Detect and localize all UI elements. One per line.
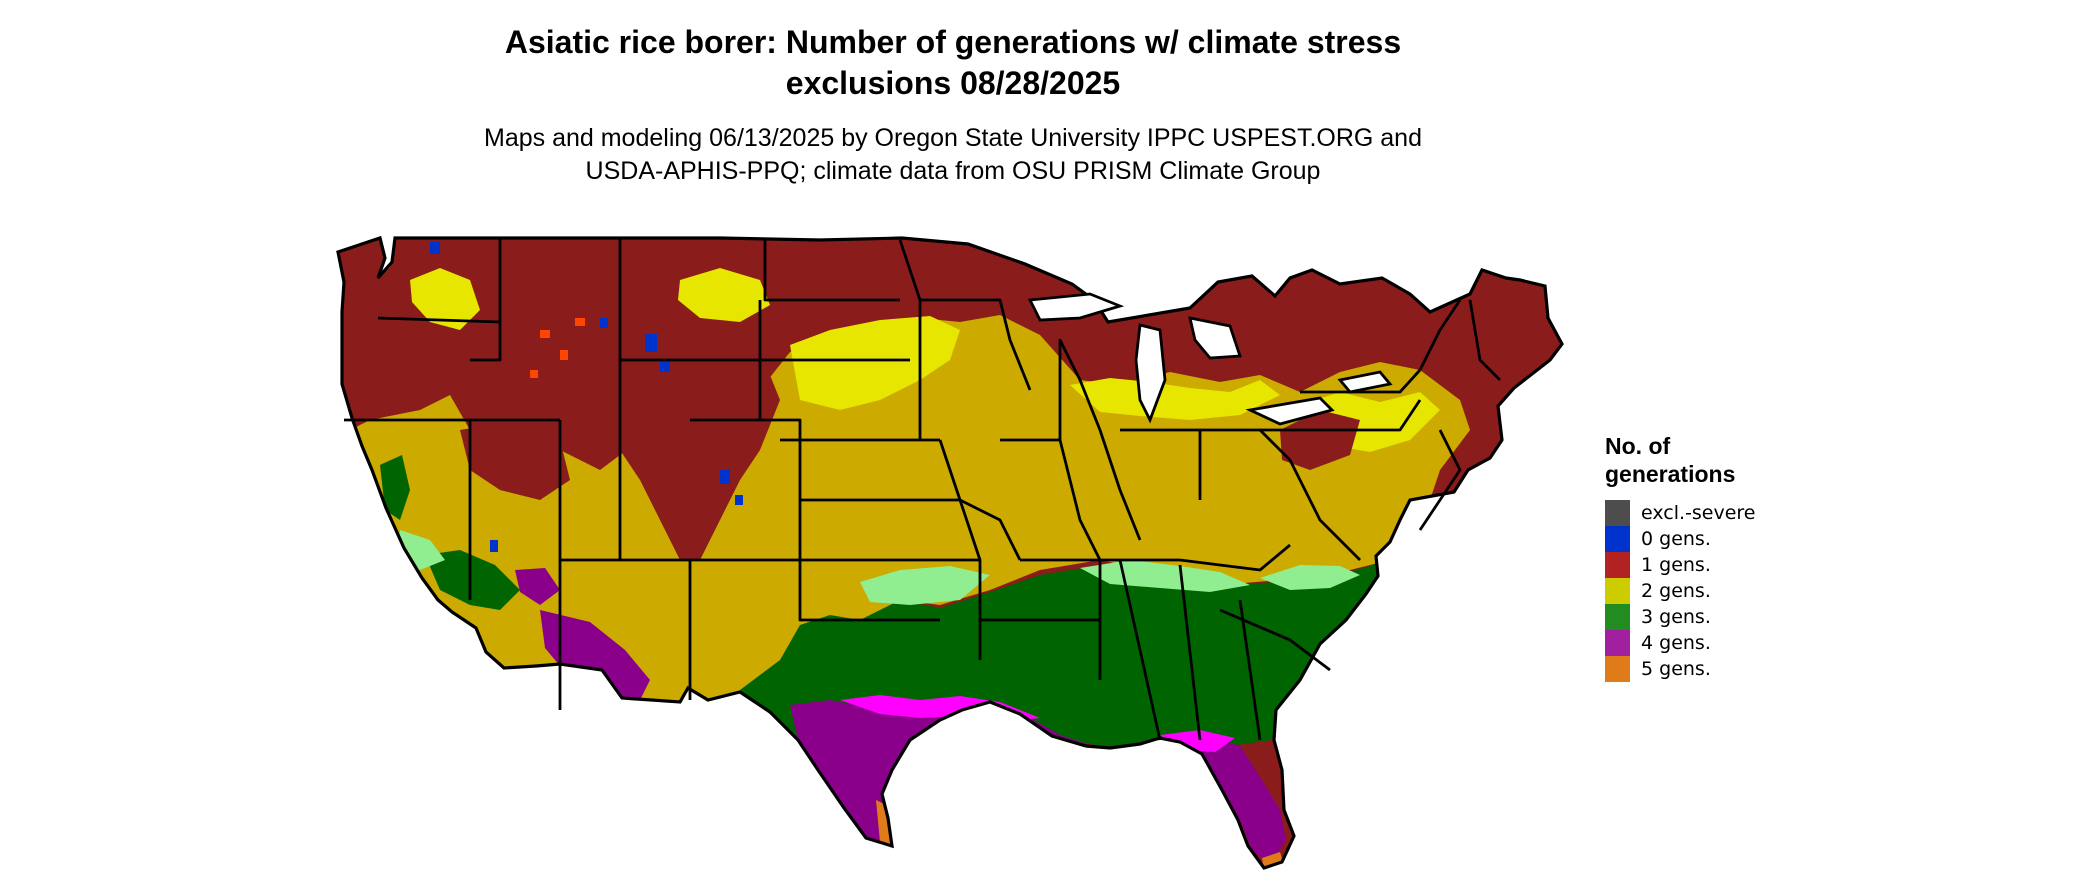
subtitle-line-2: USDA-APHIS-PPQ; climate data from OSU PR… bbox=[585, 157, 1321, 185]
legend-swatch bbox=[1605, 552, 1630, 578]
legend-item: 2 gens. bbox=[1605, 578, 1756, 604]
title-line-2: exclusions 08/28/2025 bbox=[785, 65, 1121, 101]
legend-label: 3 gens. bbox=[1641, 606, 1711, 628]
zone-3-gen-light bbox=[1260, 565, 1360, 590]
zone-excluded bbox=[530, 318, 585, 378]
legend-title: No. of generations bbox=[1605, 432, 1756, 488]
subtitle-line-1: Maps and modeling 06/13/2025 by Oregon S… bbox=[484, 124, 1422, 152]
legend-item: 0 gens. bbox=[1605, 526, 1756, 552]
legend-swatch bbox=[1605, 630, 1630, 656]
zone-3-gen-light bbox=[860, 566, 990, 605]
zone-2-gen-bright bbox=[678, 268, 770, 322]
legend-swatch bbox=[1605, 604, 1630, 630]
zone-0-gen bbox=[430, 242, 743, 552]
zone-3-gen-west bbox=[380, 455, 410, 520]
legend-items: excl.-severe 0 gens. 1 gens. 2 gens. 3 gens.… bbox=[1605, 500, 1756, 682]
zone-2-gen-bright bbox=[1070, 378, 1280, 420]
zone-4-gen bbox=[1180, 738, 1286, 865]
us-generations-map bbox=[330, 228, 1570, 888]
legend-swatch bbox=[1605, 656, 1630, 682]
legend-label: 2 gens. bbox=[1641, 580, 1711, 602]
title-line-1: Asiatic rice borer: Number of generation… bbox=[504, 24, 1402, 60]
legend: No. of generations excl.-severe 0 gens. 1 … bbox=[1605, 432, 1756, 682]
legend-label: 0 gens. bbox=[1641, 528, 1711, 550]
zone-1-gen-mountain bbox=[1280, 410, 1360, 470]
zone-1-gen-mountain bbox=[600, 335, 780, 560]
legend-label: 1 gens. bbox=[1641, 554, 1711, 576]
legend-title-line-1: No. of bbox=[1605, 433, 1671, 459]
legend-swatch bbox=[1605, 500, 1630, 526]
map-title: Asiatic rice borer: Number of generation… bbox=[0, 22, 1906, 104]
legend-item: excl.-severe bbox=[1605, 500, 1756, 526]
legend-swatch bbox=[1605, 578, 1630, 604]
zone-4-gen bbox=[540, 610, 650, 700]
zone-3-gen-west bbox=[425, 550, 520, 610]
zone-2-gen-bright bbox=[790, 316, 960, 410]
legend-item: 1 gens. bbox=[1605, 552, 1756, 578]
legend-item: 4 gens. bbox=[1605, 630, 1756, 656]
zone-1-gen-mountain bbox=[460, 420, 570, 500]
zone-2-gen-bright bbox=[410, 268, 480, 330]
legend-swatch bbox=[1605, 526, 1630, 552]
legend-label: 5 gens. bbox=[1641, 658, 1711, 680]
great-lakes bbox=[1027, 292, 1393, 426]
map-canvas bbox=[336, 236, 1564, 870]
legend-item: 3 gens. bbox=[1605, 604, 1756, 630]
legend-label: 4 gens. bbox=[1641, 632, 1711, 654]
legend-title-line-2: generations bbox=[1605, 461, 1736, 487]
legend-item: 5 gens. bbox=[1605, 656, 1756, 682]
map-subtitle: Maps and modeling 06/13/2025 by Oregon S… bbox=[0, 122, 1906, 188]
state-boundaries bbox=[344, 238, 1501, 741]
generation-zones bbox=[338, 238, 1562, 868]
zone-4-gen bbox=[515, 568, 560, 605]
legend-label: excl.-severe bbox=[1641, 502, 1756, 524]
